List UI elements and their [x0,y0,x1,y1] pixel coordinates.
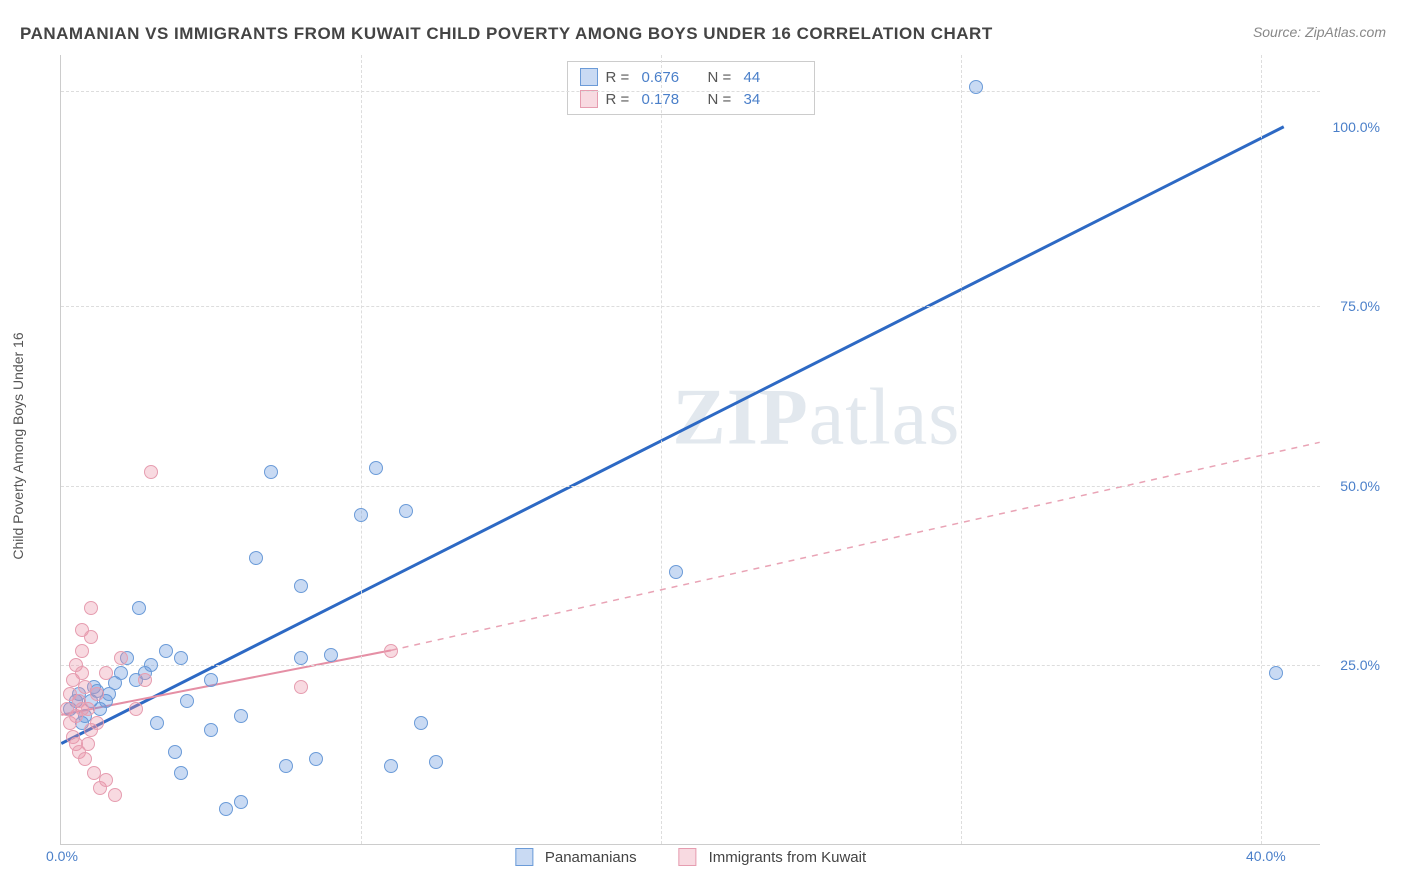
data-point [81,737,95,751]
gridline-v [1261,55,1262,844]
legend-label-series2: Immigrants from Kuwait [709,849,867,866]
data-point [144,658,158,672]
data-point [294,680,308,694]
legend-swatch-series2 [580,90,598,108]
y-tick-label: 50.0% [1325,478,1380,494]
legend-swatch-series2b [679,848,697,866]
data-point [369,461,383,475]
data-point [144,465,158,479]
gridline-v [961,55,962,844]
y-tick-label: 75.0% [1325,298,1380,314]
data-point [324,648,338,662]
data-point [174,766,188,780]
gridline-v [361,55,362,844]
legend-swatch-series1b [515,848,533,866]
chart-title: PANAMANIAN VS IMMIGRANTS FROM KUWAIT CHI… [20,24,993,44]
data-point [234,709,248,723]
correlation-legend: R = 0.676 N = 44 R = 0.178 N = 34 [567,61,815,115]
data-point [75,666,89,680]
gridline-h [61,665,1320,666]
data-point [99,666,113,680]
data-point [90,716,104,730]
data-point [168,745,182,759]
data-point [84,630,98,644]
data-point [354,508,368,522]
gridline-h [61,91,1320,92]
data-point [114,651,128,665]
data-point [132,601,146,615]
gridline-h [61,306,1320,307]
data-point [279,759,293,773]
data-point [99,773,113,787]
data-point [249,551,263,565]
plot-area: ZIPatlas R = 0.676 N = 44 R = 0.178 N = … [60,55,1320,845]
data-point [90,687,104,701]
data-point [174,651,188,665]
data-point [384,644,398,658]
data-point [414,716,428,730]
data-point [264,465,278,479]
data-point [114,666,128,680]
y-tick-label: 25.0% [1325,657,1380,673]
y-tick-label: 100.0% [1325,119,1380,135]
data-point [150,716,164,730]
data-point [429,755,443,769]
legend-label-series1: Panamanians [545,849,637,866]
data-point [75,644,89,658]
data-point [219,802,233,816]
data-point [84,601,98,615]
data-point [138,673,152,687]
legend-swatch-series1 [580,68,598,86]
series-legend: Panamanians Immigrants from Kuwait [515,848,866,866]
data-point [294,579,308,593]
data-point [180,694,194,708]
watermark: ZIPatlas [672,372,960,463]
data-point [969,80,983,94]
data-point [129,702,143,716]
data-point [1269,666,1283,680]
data-point [159,644,173,658]
data-point [669,565,683,579]
source-label: Source: ZipAtlas.com [1253,24,1386,40]
gridline-v [661,55,662,844]
y-axis-label: Child Poverty Among Boys Under 16 [10,332,26,559]
data-point [78,752,92,766]
data-point [399,504,413,518]
data-point [384,759,398,773]
gridline-h [61,486,1320,487]
x-tick-label: 40.0% [1246,848,1286,864]
chart-container: PANAMANIAN VS IMMIGRANTS FROM KUWAIT CHI… [0,0,1406,892]
data-point [294,651,308,665]
data-point [204,723,218,737]
data-point [309,752,323,766]
x-tick-label: 0.0% [46,848,78,864]
data-point [204,673,218,687]
trendlines-svg [61,55,1320,844]
data-point [81,702,95,716]
data-point [108,788,122,802]
data-point [234,795,248,809]
legend-row-series1: R = 0.676 N = 44 [580,66,802,88]
